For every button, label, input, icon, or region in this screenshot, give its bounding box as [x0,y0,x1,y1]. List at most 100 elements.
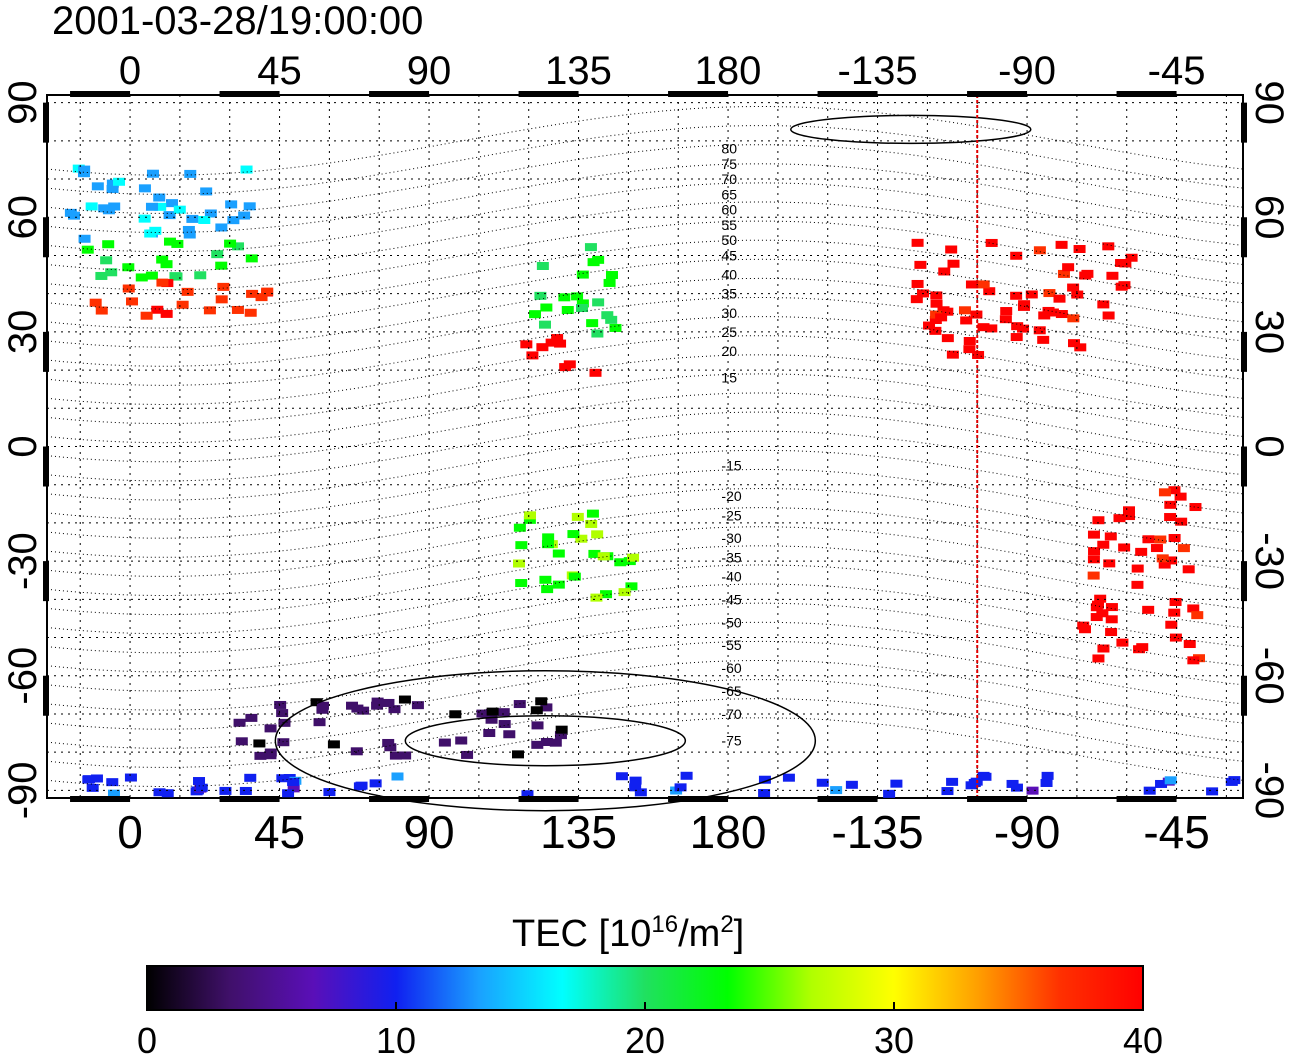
frame-bar-bottom [219,796,280,802]
tec-cell [1131,580,1144,589]
tec-cell [231,305,244,314]
tec-cell [911,279,924,288]
tec-cell [149,226,162,235]
tec-cell [195,783,208,792]
tec-cell [914,260,927,269]
tec-cell [235,737,248,746]
colorbar-tick-label: 10 [376,1020,416,1057]
tec-cell [310,698,323,707]
tec-cell [245,254,258,263]
tec-cell [614,558,627,567]
tec-cell [520,340,533,349]
lon-tick-bottom: -135 [832,806,924,858]
tec-cell [1168,534,1181,543]
tec-region-europe-south [89,278,274,320]
tec-cell [215,223,228,232]
frame-bar-left [43,102,49,143]
tec-cell [589,368,602,377]
tec-cell [1106,271,1119,280]
tec-cell [217,282,230,291]
tec-cell [674,783,687,792]
tec-cell [411,701,424,710]
tec-cell [568,572,581,581]
tec-cell [591,329,604,338]
tec-cell [1088,547,1101,556]
tec-cell [609,323,622,332]
frame-bar-right [1241,331,1247,372]
tec-cell [124,773,137,782]
tec-cell [1010,333,1023,342]
tec-cell [585,519,598,528]
lat-tick-left: -60 [1,647,45,705]
tec-cell [1158,488,1171,497]
tec-cell [204,209,217,218]
tec-cell [382,738,395,747]
tec-cell [1165,556,1178,565]
lat-tick-right: 90 [1247,80,1291,125]
tec-cell [1074,343,1087,352]
tec-cell [138,184,151,193]
tec-cell [1183,640,1196,649]
tec-cell [1177,544,1190,553]
colorbar-label-exp2: 2 [720,911,733,938]
frame-bar-bottom [70,796,131,802]
tec-region-east-asia-north [529,243,622,338]
tec-cell [600,590,613,599]
tec-cell [592,298,605,307]
tec-cell [1133,645,1146,654]
tec-cell [536,343,549,352]
contour-label: 15 [721,370,737,386]
tec-cell [287,777,300,786]
tec-cell [371,697,384,706]
lat-tick-right: -60 [1247,647,1291,705]
frame-bar-right [1241,561,1247,602]
tec-cell [945,245,958,254]
tec-cell [1118,543,1131,552]
tec-cell [1189,503,1202,512]
lon-tick-top: 180 [695,49,762,93]
tec-cell [1057,269,1070,278]
tec-cell [1116,638,1129,647]
tec-cell [1105,615,1118,624]
tec-cell [1000,307,1013,316]
tec-cell [154,202,167,211]
contour-label: 50 [721,232,737,248]
tec-cell [389,751,402,760]
tec-cell [586,509,599,518]
tec-cell [95,271,108,280]
tec-cell [977,280,990,289]
tec-cell [1143,786,1156,795]
tec-cell [166,199,179,208]
tec-cell [1105,603,1118,612]
tec-cell [758,775,771,784]
south-pole-oval-outer [274,669,817,812]
frame-bar-bottom [369,796,430,802]
tec-cell [586,319,599,328]
colorbar-tick-label: 20 [625,1020,665,1057]
tec-cell [1062,263,1075,272]
tec-cell [1055,240,1068,249]
tec-cell [830,786,843,795]
colorbar-label: TEC [1016/m2] [512,911,744,955]
contour-label: 55 [721,217,737,233]
tec-cell [399,751,412,760]
tec-cell [219,786,232,795]
lat-tick-right: 0 [1247,435,1291,457]
colorbar-label-prefix: TEC [10 [512,913,651,955]
tec-cell [1026,786,1039,795]
tec-cell [536,261,549,270]
tec-cell [1142,535,1155,544]
tec-cell [277,738,290,747]
contour-label: -15 [721,458,741,474]
tec-cell [323,788,336,797]
tec-cell [282,789,295,798]
tec-cell [122,263,135,272]
tec-cell [135,273,148,282]
lat-tick-left: 90 [1,80,45,125]
tec-cell [890,779,903,788]
tec-cell [515,541,528,550]
tec-cell [106,778,119,787]
tec-cell [1154,535,1167,544]
lat-tick-left: 30 [1,310,45,355]
